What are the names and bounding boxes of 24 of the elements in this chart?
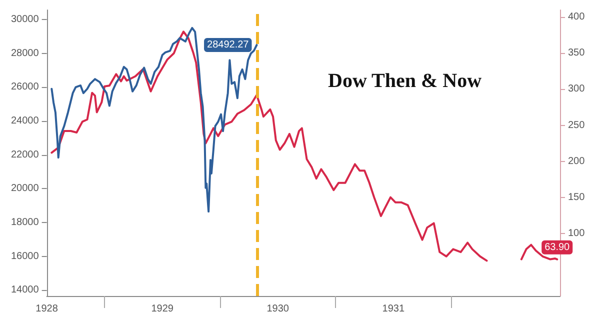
y-tick-label: 20000	[10, 183, 40, 194]
data-label: 28492.27	[207, 39, 250, 50]
y2-tick-label: 400	[568, 12, 586, 23]
y-tick-label: 14000	[10, 284, 40, 296]
y2-tick-label: 150	[568, 192, 586, 203]
y-tick-label: 16000	[10, 250, 40, 262]
y2-tick-label: 200	[568, 156, 586, 167]
line-series	[50, 26, 258, 213]
y2-tick-label: 100	[568, 228, 586, 239]
y-tick-label: 24000	[10, 116, 40, 127]
text: Dow Then & Now	[328, 70, 482, 92]
y2-tick-label: 350	[568, 48, 586, 59]
x-tick-label: 1929	[151, 304, 174, 314]
y-tick-label: 22000	[10, 149, 40, 160]
y-tick-label: 26000	[10, 82, 40, 93]
y2-tick-label: 300	[568, 84, 586, 95]
x-tick-label: 1931	[382, 304, 405, 314]
x-tick-label: 1930	[266, 304, 290, 314]
y2-tick-label: 250	[568, 120, 586, 131]
x-tick-label: 1928	[36, 304, 58, 314]
y-tick-label: 30000	[10, 14, 40, 25]
y-tick-label: 18000	[10, 217, 40, 228]
y-tick-label: 28000	[10, 48, 40, 59]
data-label: 63.90	[544, 242, 570, 253]
